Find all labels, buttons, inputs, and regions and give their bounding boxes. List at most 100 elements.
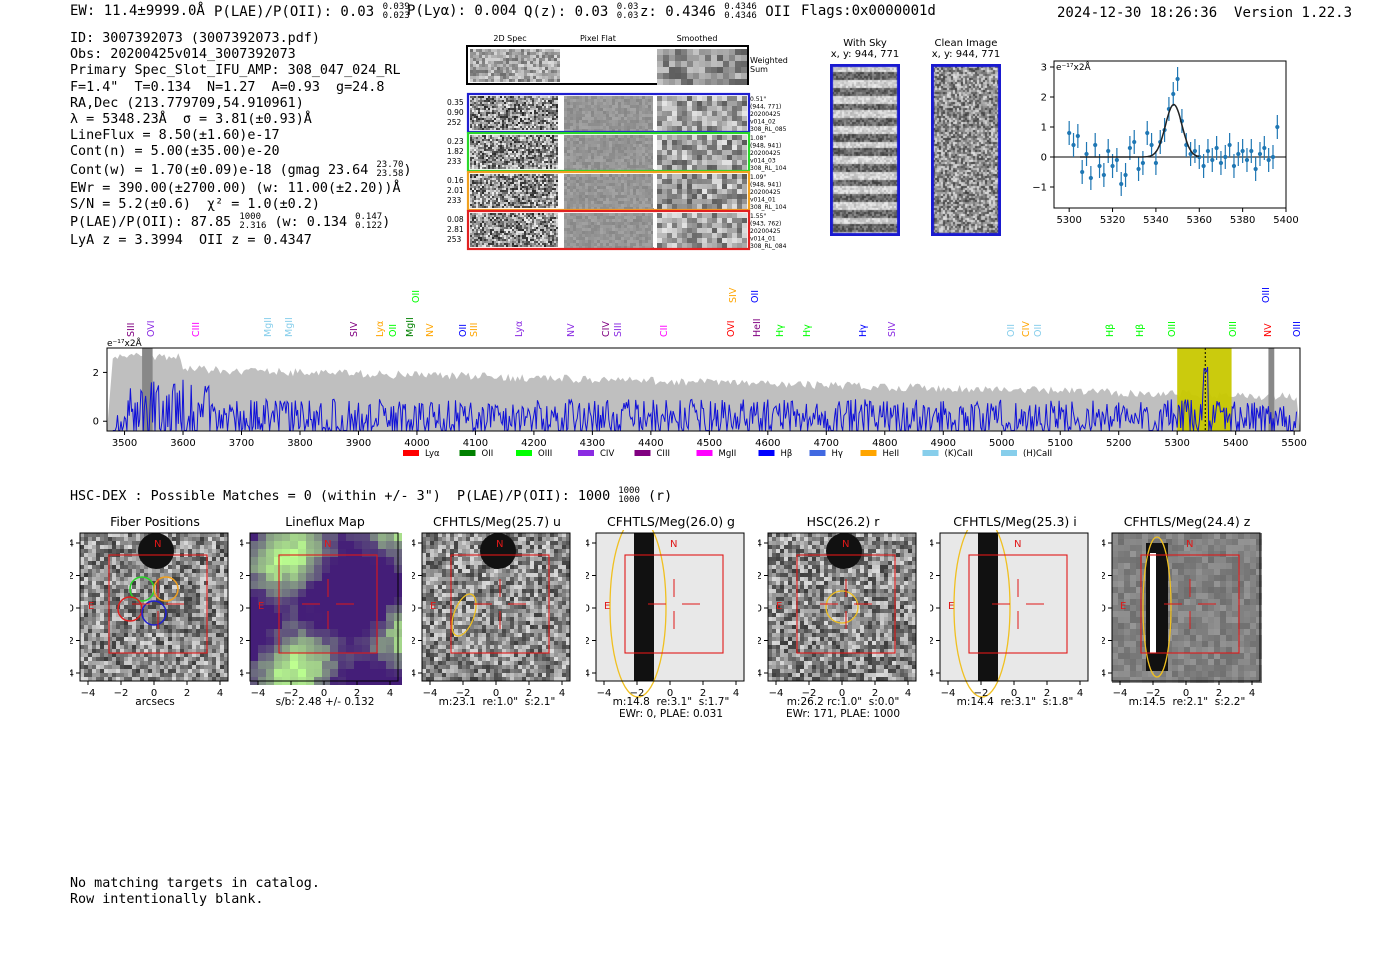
lineflux-cell <box>306 533 314 541</box>
lineflux-cell <box>346 549 354 557</box>
lineflux-cell <box>282 541 290 549</box>
fit-ytick-label: 2 <box>1041 93 1047 104</box>
lineflux-cell <box>354 605 362 613</box>
lineflux-cell <box>338 581 346 589</box>
cutout-aperture-ellipse <box>609 530 667 698</box>
cutout-caption: m:14.5 re:2.1" s:2.2" <box>1128 696 1246 708</box>
lineflux-cell <box>346 661 354 669</box>
lineflux-cell <box>322 573 330 581</box>
full-line-label: CIV <box>1021 321 1032 337</box>
lineflux-cell <box>290 573 298 581</box>
full-upper-line-label: OII <box>411 290 422 303</box>
lineflux-cell <box>378 565 386 573</box>
lineflux-cell <box>362 605 370 613</box>
lineflux-cell <box>322 629 330 637</box>
fit-point <box>1214 145 1219 151</box>
full-line-label: Hβ <box>1105 324 1116 337</box>
lineflux-cell <box>258 605 266 613</box>
cutout-xtick-label: −2 <box>114 688 129 699</box>
lineflux-cell <box>266 581 274 589</box>
lineflux-cell <box>370 661 378 669</box>
cutout-xtick-label: 2 <box>1044 688 1050 699</box>
lineflux-cell <box>354 533 362 541</box>
cutout-xtick-label: 4 <box>387 688 393 699</box>
lineflux-cell <box>362 621 370 629</box>
lineflux-cell <box>354 621 362 629</box>
cutout-search-box <box>1140 554 1240 654</box>
full-xtick-label: 4900 <box>931 438 956 449</box>
weighted-sum-label: Weighted <box>750 56 788 65</box>
cutout-svg: N E −4 −2 0 2 4 4 2 0 −2 −4 <box>586 530 745 699</box>
east-label: E <box>88 601 94 612</box>
lineflux-cell <box>266 557 274 565</box>
spec2d-row-right-label: v014_02 <box>750 119 776 126</box>
lineflux-cell <box>362 581 370 589</box>
lineflux-cell <box>290 613 298 621</box>
full-line-label: OII <box>388 324 399 337</box>
lineflux-cell <box>338 621 346 629</box>
spec2d-row-left-label: 0.08 <box>447 215 464 224</box>
cutout-svg: N E −4 −2 0 2 4 4 2 0 −2 −4 <box>240 532 402 699</box>
fit-point <box>1192 148 1198 154</box>
cutout-ytick-label: −4 <box>412 669 416 680</box>
lineflux-cell <box>290 605 298 613</box>
header-flags: Flags:0x0000001d <box>801 3 936 19</box>
cutout-svg: N E −4 −2 0 2 4 4 2 0 −2 −4 <box>70 532 229 699</box>
header-datetime: 2024-12-30 18:26:36 Version 1.22.3 <box>1057 5 1353 21</box>
lineflux-cell <box>378 597 386 605</box>
spec2d-row-left-label: 0.35 <box>447 98 464 107</box>
lineflux-cell <box>314 629 322 637</box>
lineflux-cell <box>266 597 274 605</box>
lineflux-cell <box>370 557 378 565</box>
lineflux-cell <box>306 557 314 565</box>
lineflux-cell <box>362 629 370 637</box>
cutout-title: CFHTLS/Meg(25.7) u <box>433 514 561 529</box>
lineflux-cell <box>386 637 394 645</box>
lineflux-cell <box>298 613 306 621</box>
info-lineflux: LineFlux = 8.50(±1.60)e-17 <box>70 128 280 144</box>
lineflux-cell <box>330 589 338 597</box>
info-block: ID: 3007392073 (3007392073.pdf) Obs: 202… <box>70 31 412 249</box>
fit-ytick-label: 1 <box>1041 123 1047 134</box>
info-lya: LyA z = 3.3994 OII z = 0.4347 <box>70 233 312 249</box>
lineflux-cell <box>258 669 266 677</box>
lineflux-cell <box>378 541 386 549</box>
lineflux-cell <box>250 613 258 621</box>
lineflux-cell <box>386 629 394 637</box>
lineflux-cell <box>306 613 314 621</box>
legend-swatch <box>922 450 939 456</box>
lineflux-cell <box>362 549 370 557</box>
info-contn: Cont(n) = 5.00(±35.00)e-20 <box>70 144 280 160</box>
lineflux-cell <box>386 573 394 581</box>
fit-unit-label: e⁻¹⁷x2Å <box>1056 61 1092 73</box>
lineflux-cell <box>282 629 290 637</box>
fit-point <box>1071 142 1076 148</box>
legend-label: CIII <box>657 449 670 459</box>
lineflux-cell <box>314 565 322 573</box>
lineflux-cell <box>298 605 306 613</box>
fit-point <box>1093 142 1098 148</box>
lineflux-cell <box>274 589 282 597</box>
full-line-label: OVI <box>146 320 157 337</box>
lineflux-cell <box>338 645 346 653</box>
lineflux-cell <box>282 557 290 565</box>
fit-point <box>1075 133 1080 139</box>
weighted-sum-smoothed <box>657 49 747 85</box>
spec2d-row-right-label: 1.55" <box>750 213 766 220</box>
lineflux-cell <box>258 533 266 541</box>
fit-point <box>1270 154 1276 160</box>
lineflux-cell <box>290 541 298 549</box>
spec2d-row-left-label: 233 <box>447 196 462 205</box>
full-xtick-label: 5400 <box>1223 438 1248 449</box>
spec2d-row-right-label: v014_01 <box>750 197 776 204</box>
spec2d-row-right-label: (948, 941) <box>750 143 781 150</box>
fit-point <box>1127 145 1132 151</box>
lineflux-cell <box>322 621 330 629</box>
lineflux-cell <box>290 565 298 573</box>
weighted-sum-label: Sum <box>750 65 768 74</box>
lineflux-cell <box>338 613 346 621</box>
lineflux-cell <box>322 581 330 589</box>
spec2d-row-right-label: 308_RL_084 <box>750 243 787 250</box>
spec2d-row-left-label: 0.23 <box>447 137 464 146</box>
spec2d-row-right-label: (948, 941) <box>750 182 781 189</box>
